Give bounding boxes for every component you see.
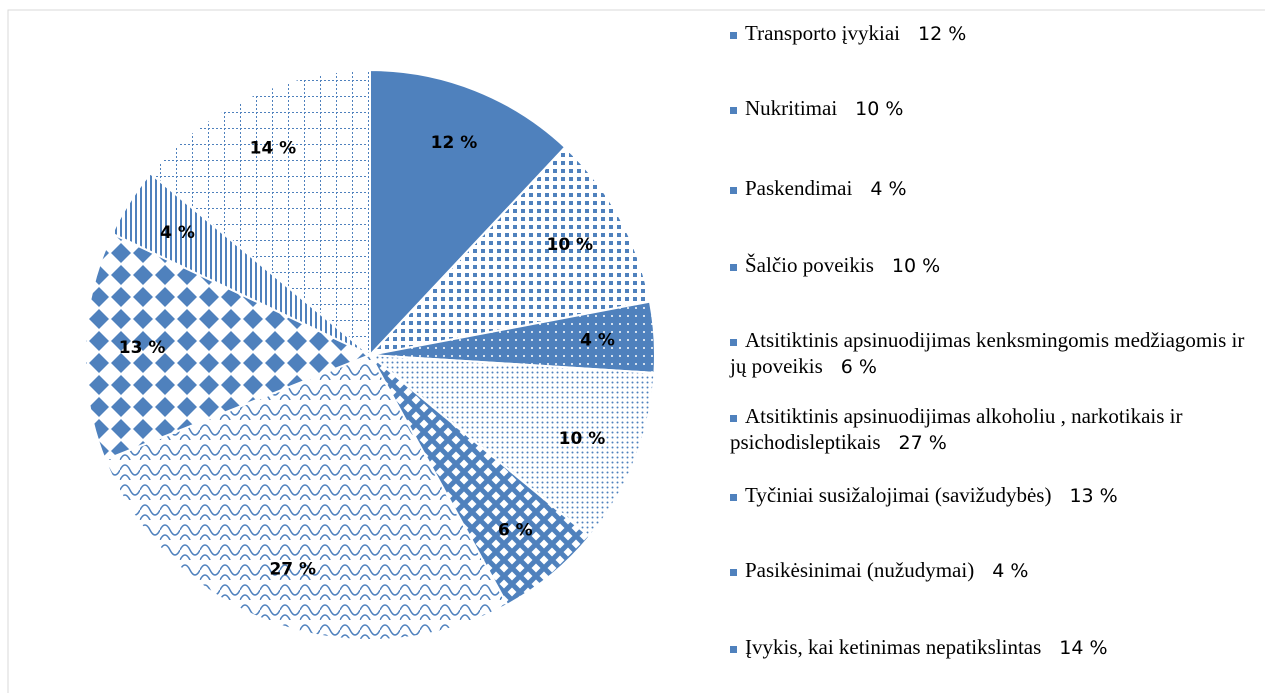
slice-label: 6 % (498, 521, 533, 541)
legend-item: Transporto įvykiai 12 % (730, 20, 1245, 47)
legend-value: 6 % (840, 356, 877, 378)
pie-slice (103, 353, 509, 641)
legend-marker (730, 338, 737, 346)
pie-slice (148, 68, 371, 358)
legend-label: Šalčio poveikis (745, 253, 874, 277)
legend-label: Įvykis, kai ketinimas nepatikslintas (745, 635, 1042, 659)
legend-label: Atsitiktinis apsinuodijimas alkoholiu , … (730, 404, 1183, 454)
legend-item: Šalčio poveikis 10 % (730, 252, 1245, 279)
legend-label: Pasikėsinimai (nužudymai) (745, 558, 975, 582)
legend-marker (730, 414, 737, 422)
pie-slice (369, 68, 567, 358)
legend-value: 4 % (992, 560, 1029, 582)
legend-item: Atsitiktinis apsinuodijimas kenksmingomi… (730, 327, 1245, 380)
legend-item: Tyčiniai susižalojimai (savižudybės) 13 % (730, 482, 1245, 509)
legend-label: Transporto įvykiai (745, 21, 900, 45)
legend-item: Atsitiktinis apsinuodijimas alkoholiu , … (730, 403, 1245, 456)
legend-label: Nukritimai (745, 96, 838, 120)
slice-label: 10 % (546, 235, 593, 255)
legend-marker (730, 31, 737, 39)
slice-label: 12 % (431, 133, 478, 153)
slice-label: 4 % (580, 331, 615, 351)
legend-value: 14 % (1059, 637, 1108, 659)
slice-label: 14 % (250, 139, 297, 159)
legend-value: 10 % (855, 98, 904, 120)
legend-item: Paskendimai 4 % (730, 175, 1245, 202)
chart-frame (7, 9, 1265, 693)
legend-item: Pasikėsinimai (nužudymai) 4 % (730, 557, 1245, 584)
legend-marker (730, 568, 737, 576)
slice-label: 10 % (559, 429, 606, 449)
pie-slice (367, 145, 652, 357)
legend-value: 4 % (870, 178, 907, 200)
legend-item: Įvykis, kai ketinimas nepatikslintas 14 % (730, 634, 1245, 661)
legend-value: 10 % (891, 255, 941, 277)
legend-marker (730, 645, 737, 653)
legend-label: Atsitiktinis apsinuodijimas kenksmingomi… (730, 328, 1245, 378)
legend-label: Paskendimai (745, 176, 853, 200)
slice-label: 13 % (119, 338, 166, 358)
legend-value: 13 % (1069, 485, 1118, 507)
pie-slice (366, 353, 656, 539)
slice-label: 27 % (269, 560, 316, 580)
legend-marker (730, 263, 737, 271)
legend-label: Tyčiniai susižalojimai (savižudybės) (745, 483, 1052, 507)
slice-label: 4 % (160, 223, 195, 243)
legend-item: Nukritimai 10 % (730, 95, 1245, 122)
legend-value: 12 % (917, 23, 967, 45)
legend-marker (730, 493, 737, 501)
legend-marker (730, 186, 737, 194)
pie-slice (84, 232, 373, 462)
legend-marker (730, 106, 737, 114)
legend-value: 27 % (898, 432, 947, 454)
